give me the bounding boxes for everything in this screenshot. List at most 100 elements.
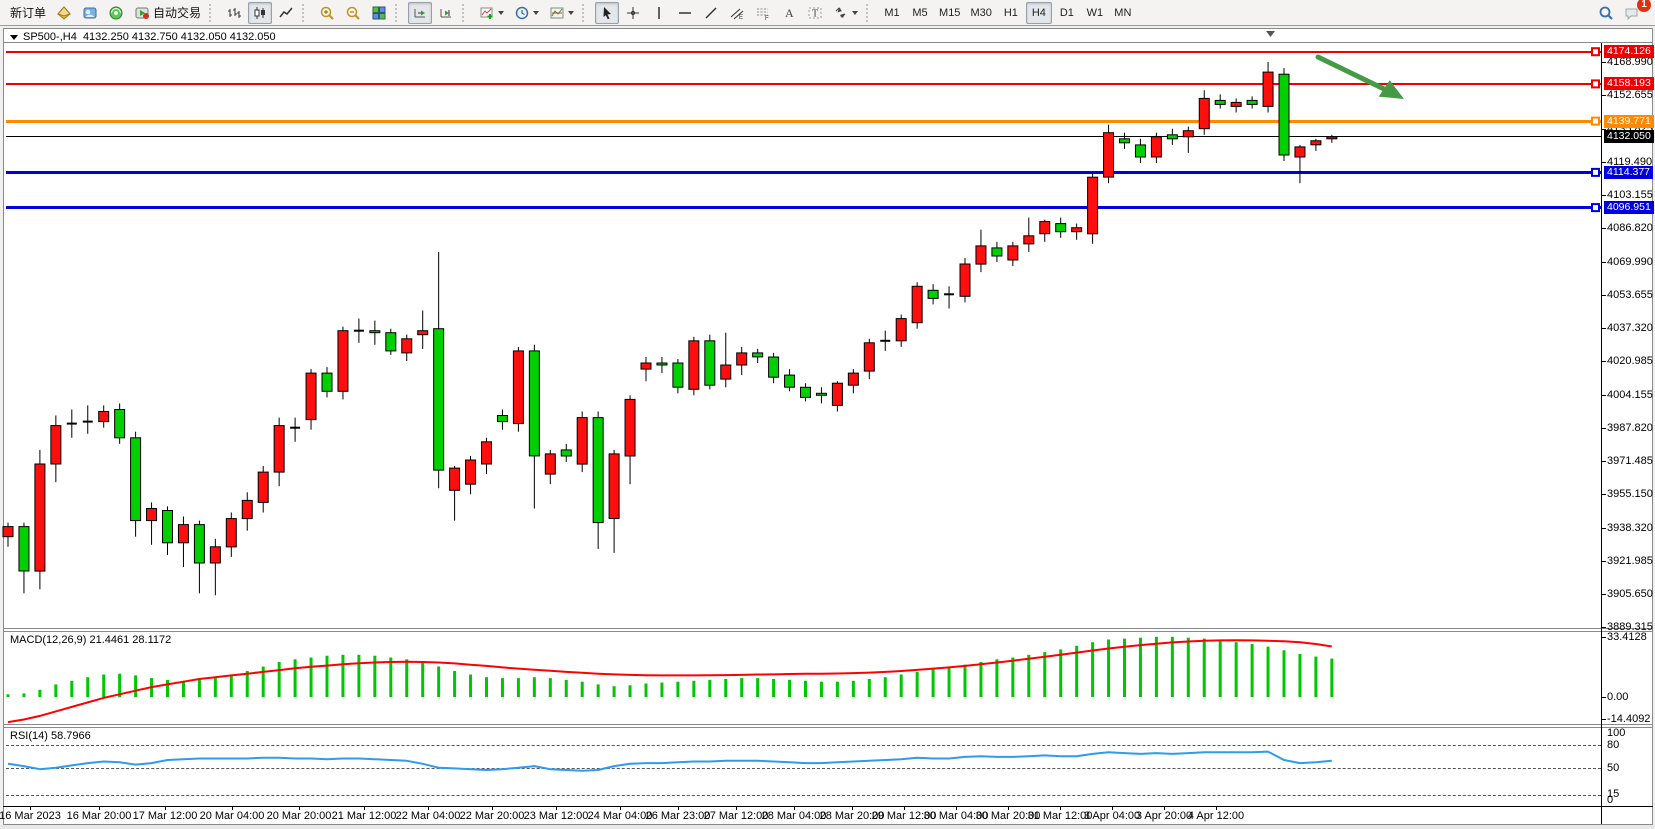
time-axis-label: 26 Mar 23:00: [645, 810, 711, 822]
timeframe-m15[interactable]: M15: [939, 6, 961, 19]
auto-trading-button[interactable]: 自动交易: [130, 2, 205, 24]
chart-shift-icon[interactable]: [434, 2, 458, 24]
price-tick: [1601, 395, 1606, 396]
bar-chart-icon[interactable]: [222, 2, 246, 24]
time-tick: [956, 806, 957, 810]
navigator-icon[interactable]: [104, 2, 128, 24]
time-tick: [99, 806, 100, 810]
current-price-line[interactable]: [6, 136, 1601, 138]
periods-icon[interactable]: [510, 2, 543, 24]
trendline-icon[interactable]: [699, 2, 723, 24]
price-tick: [1601, 528, 1606, 529]
tile-windows-icon[interactable]: [367, 2, 391, 24]
cursor-icon[interactable]: [595, 1, 620, 24]
search-icon[interactable]: [1594, 2, 1618, 24]
chart-menu-triangle-icon[interactable]: [10, 35, 18, 40]
time-axis-label: 20 Mar 04:00: [199, 810, 265, 822]
horizontal-line-4096.951[interactable]: [6, 206, 1601, 210]
horizontal-line-4158.193[interactable]: [6, 82, 1601, 85]
rsi-splitter[interactable]: [3, 724, 1653, 725]
time-axis-label: 30 Mar 20:00: [975, 810, 1041, 822]
price-tick-label: 4086.820: [1607, 222, 1653, 234]
timeframe-mn[interactable]: MN: [1114, 6, 1132, 19]
price-tick-label: 3921.985: [1607, 555, 1653, 567]
time-axis-label: 4 Apr 12:00: [1187, 810, 1245, 822]
price-tick-label: 4037.320: [1607, 322, 1653, 334]
rsi-level-80: [6, 744, 1601, 746]
data-window-icon[interactable]: [78, 2, 102, 24]
label-icon[interactable]: T: [803, 2, 827, 24]
time-tick: [364, 806, 365, 810]
horizontal-line-4174.126[interactable]: [6, 50, 1601, 53]
price-line-badge: 4114.377: [1604, 165, 1654, 179]
market-watch-icon[interactable]: [52, 2, 76, 24]
price-tick: [1601, 129, 1606, 130]
chart-ohlc-values: 4132.250 4132.750 4132.050 4132.050: [82, 31, 276, 43]
rsi-level-15: [6, 794, 1601, 796]
price-tick-label: 3938.320: [1607, 522, 1653, 534]
horizontal-line-4139.771[interactable]: [6, 119, 1601, 123]
price-tick: [1601, 162, 1606, 163]
time-axis-line: [3, 806, 1653, 807]
macd-splitter[interactable]: [3, 628, 1653, 629]
templates-icon[interactable]: [545, 2, 578, 24]
price-tick-label: 4053.655: [1607, 289, 1653, 301]
text-icon[interactable]: A: [777, 2, 801, 24]
timeframe-h4[interactable]: H4: [1025, 1, 1052, 24]
time-axis-label: 22 Mar 20:00: [459, 810, 525, 822]
dropdown-caret-icon[interactable]: [852, 10, 859, 15]
time-axis-label: 17 Mar 12:00: [132, 810, 198, 822]
dropdown-caret-icon[interactable]: [568, 10, 575, 15]
chart-window[interactable]: [3, 28, 1653, 825]
main-toolbar: 新订单 自动交易 E F A T M1 M5 M15 M30 H1 H4 D1 W1 MN 1: [0, 0, 1655, 26]
time-tick: [299, 806, 300, 810]
timeframe-h1[interactable]: H1: [1003, 6, 1018, 19]
new-order-button[interactable]: 新订单: [3, 2, 50, 24]
zoom-in-icon[interactable]: [315, 2, 339, 24]
fibonacci-icon[interactable]: F: [751, 2, 775, 24]
price-tick: [1601, 228, 1606, 229]
price-tick: [1601, 295, 1606, 296]
vertical-line-icon[interactable]: [647, 2, 671, 24]
auto-scroll-icon[interactable]: [408, 1, 433, 24]
crosshair-icon[interactable]: [621, 2, 645, 24]
status-strip: [0, 825, 1655, 829]
macd-label: MACD(12,26,9) 21.4461 28.1172: [10, 634, 172, 646]
time-tick: [794, 806, 795, 810]
zoom-out-icon[interactable]: [341, 2, 365, 24]
price-tick: [1601, 62, 1606, 64]
toolbar-separator: [302, 3, 310, 22]
timeframe-m1[interactable]: M1: [884, 6, 900, 19]
timeframe-w1[interactable]: W1: [1086, 6, 1104, 19]
timeframe-m30[interactable]: M30: [970, 6, 992, 19]
time-axis-label: 29 Mar 12:00: [871, 810, 937, 822]
line-chart-icon[interactable]: [274, 2, 298, 24]
arrows-icon[interactable]: [829, 2, 862, 24]
time-tick: [30, 806, 31, 810]
time-tick: [428, 806, 429, 810]
price-tick: [1601, 594, 1606, 595]
time-tick: [1060, 806, 1061, 810]
price-tick-label: 4152.655: [1607, 89, 1653, 102]
toolbar-separator: [582, 3, 590, 22]
indicators-icon[interactable]: [475, 2, 508, 24]
channel-icon[interactable]: E: [725, 2, 749, 24]
horizontal-line-4114.377[interactable]: [6, 170, 1601, 174]
price-tick: [1601, 328, 1606, 329]
svg-text:F: F: [765, 16, 769, 21]
toolbar-separator: [462, 3, 470, 22]
horizontal-line-icon[interactable]: [673, 2, 697, 24]
toolbar-separator: [866, 3, 874, 22]
timeframe-m5[interactable]: M5: [912, 6, 928, 19]
price-tick-label: 3889.315: [1607, 621, 1653, 633]
dropdown-caret-icon[interactable]: [498, 10, 505, 15]
time-axis-label: 20 Mar 20:00: [266, 810, 332, 822]
macd-tick: [1601, 637, 1606, 638]
timeframe-d1[interactable]: D1: [1059, 6, 1074, 19]
notifications-icon[interactable]: [1620, 2, 1644, 24]
candlestick-chart-icon[interactable]: [248, 1, 273, 24]
rsi-level-50: [6, 767, 1601, 769]
time-tick: [904, 806, 905, 810]
dropdown-caret-icon[interactable]: [533, 10, 540, 15]
time-axis-label: 21 Mar 12:00: [331, 810, 397, 822]
